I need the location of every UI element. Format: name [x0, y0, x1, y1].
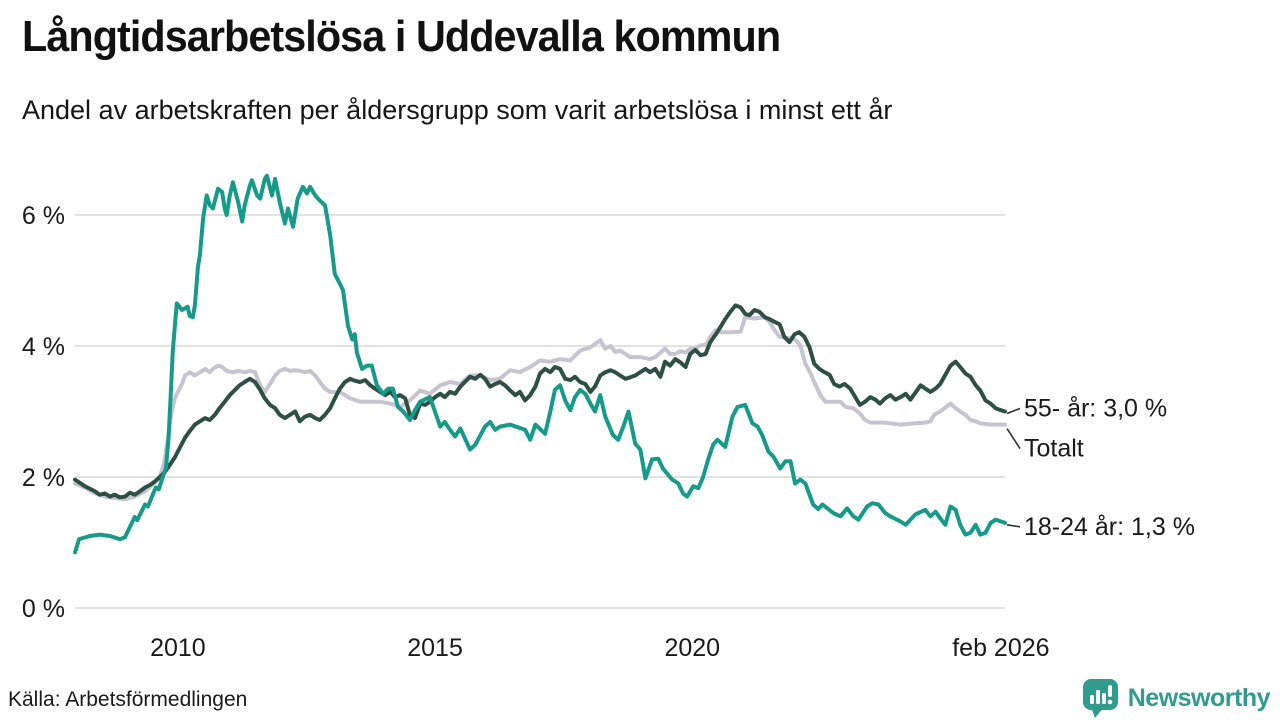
y-tick-label: 6 % — [22, 202, 65, 230]
y-tick-label: 4 % — [22, 333, 65, 361]
series-end-label: 18-24 år: 1,3 % — [1024, 513, 1195, 541]
series-end-label: 55- år: 3,0 % — [1024, 395, 1167, 423]
brand-logo: Newsworthy — [1082, 678, 1271, 718]
series-line-Totalt — [73, 315, 1007, 502]
series-line-18-24-år — [73, 173, 1007, 555]
x-tick-label: feb 2026 — [952, 634, 1049, 662]
series-end-label: Totalt — [1024, 435, 1084, 463]
newsworthy-icon — [1082, 679, 1118, 718]
x-tick-label: 2010 — [150, 634, 206, 662]
x-tick-label: 2015 — [407, 634, 463, 662]
brand-name: Newsworthy — [1127, 683, 1271, 712]
series-line-55--år — [73, 303, 1007, 500]
annotation-leader-line — [1006, 524, 1021, 528]
page-title: Långtidsarbetslösa i Uddevalla kommun — [22, 12, 781, 61]
y-tick-label: 0 % — [22, 595, 65, 623]
annotation-leader-line — [1006, 407, 1021, 415]
source-note: Källa: Arbetsförmedlingen — [8, 688, 248, 711]
y-tick-label: 2 % — [22, 464, 65, 492]
x-tick-label: 2020 — [664, 634, 720, 662]
page-subtitle: Andel av arbetskraften per åldersgrupp s… — [22, 95, 893, 125]
annotation-leader-line — [1006, 428, 1021, 450]
